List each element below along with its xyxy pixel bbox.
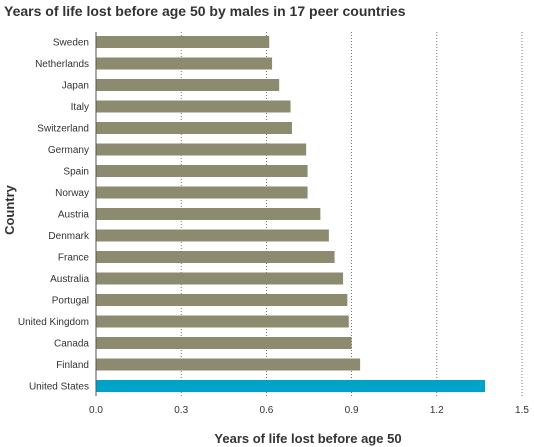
category-label: Norway (55, 188, 89, 199)
x-tick-labels: 0.0 0.3 0.6 0.9 1.2 1.5 (89, 405, 529, 416)
grid-lines (180, 32, 523, 396)
category-label: Netherlands (35, 59, 89, 70)
x-tick-label: 1.5 (515, 405, 529, 416)
category-label: Switzerland (37, 124, 89, 135)
bars (96, 36, 486, 392)
bar (96, 143, 307, 156)
category-label: France (58, 253, 90, 264)
category-label: Finland (56, 360, 89, 371)
x-tick-label: 0.0 (89, 405, 103, 416)
bar (96, 380, 486, 392)
category-labels: Sweden Netherlands Japan Italy Switzerland Ge… (18, 38, 90, 393)
x-tick-label: 0.3 (174, 405, 188, 416)
category-label: Germany (48, 145, 89, 156)
category-label: Canada (54, 339, 89, 350)
bar (96, 122, 292, 134)
category-label: Sweden (53, 38, 89, 49)
bar (96, 57, 273, 70)
chart-title: Years of life lost before age 50 by male… (4, 3, 406, 19)
bar (96, 251, 335, 263)
category-label: United Kingdom (18, 317, 89, 328)
bar (96, 165, 308, 177)
category-label: Italy (71, 102, 89, 113)
category-label: Austria (58, 210, 90, 221)
bar (96, 79, 280, 91)
bar (96, 229, 329, 242)
bar (96, 36, 270, 48)
y-axis-title: Country (2, 184, 17, 235)
bar (96, 315, 349, 328)
category-label: Portugal (52, 296, 89, 307)
category-label: Spain (63, 167, 89, 178)
bar (96, 337, 352, 349)
category-label: United States (29, 382, 89, 393)
x-tick-label: 0.6 (259, 405, 273, 416)
category-label: Australia (50, 274, 89, 285)
bar (96, 358, 361, 371)
x-tick-label: 0.9 (345, 405, 359, 416)
category-label: Japan (62, 81, 89, 92)
bar (96, 294, 348, 306)
bar (96, 186, 308, 199)
x-axis-title: Years of life lost before age 50 (214, 431, 401, 446)
bar (96, 272, 344, 285)
category-label: Denmark (48, 231, 90, 242)
bar (96, 100, 291, 113)
x-tick-label: 1.2 (430, 405, 444, 416)
bar (96, 208, 321, 220)
